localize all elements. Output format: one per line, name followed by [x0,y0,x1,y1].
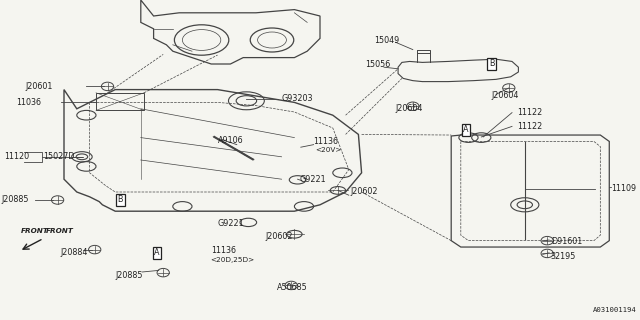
Text: FRONT: FRONT [21,228,49,234]
Text: 11109: 11109 [611,184,636,193]
Text: 11122: 11122 [517,108,542,117]
Text: A50685: A50685 [276,284,307,292]
Text: J20604: J20604 [492,91,519,100]
Text: D91601: D91601 [552,237,583,246]
Text: <20D,25D>: <20D,25D> [210,257,254,263]
Text: 11136: 11136 [314,137,339,146]
Text: J20602: J20602 [351,187,378,196]
Bar [96,93,144,110]
Text: J20604: J20604 [396,104,423,113]
Text: G9221: G9221 [300,175,326,184]
Text: J20885: J20885 [115,271,143,280]
Text: 15056: 15056 [365,60,390,69]
Text: B: B [118,196,123,204]
Text: 11122: 11122 [517,122,542,131]
Text: 32195: 32195 [550,252,576,261]
Text: 15049: 15049 [374,36,399,45]
Text: J20884: J20884 [61,248,88,257]
Text: A: A [154,248,159,257]
Text: 11036: 11036 [16,98,41,107]
Text: 15027D: 15027D [44,152,75,161]
Text: 11120: 11120 [4,152,29,161]
Text: J20885: J20885 [1,196,29,204]
Text: G93203: G93203 [282,94,313,103]
Text: J20602: J20602 [266,232,293,241]
Text: 11136: 11136 [211,246,236,255]
Text: B: B [489,60,494,68]
Text: G9221: G9221 [218,220,244,228]
Text: FRONT: FRONT [46,228,74,234]
Text: <20V>: <20V> [315,148,341,153]
Text: A9106: A9106 [218,136,243,145]
Text: J20601: J20601 [26,82,53,91]
Text: A: A [463,125,468,134]
Text: A031001194: A031001194 [593,307,637,313]
